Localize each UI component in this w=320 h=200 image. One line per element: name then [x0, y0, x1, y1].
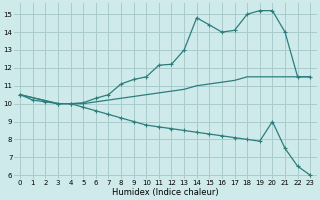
X-axis label: Humidex (Indice chaleur): Humidex (Indice chaleur)	[112, 188, 219, 197]
